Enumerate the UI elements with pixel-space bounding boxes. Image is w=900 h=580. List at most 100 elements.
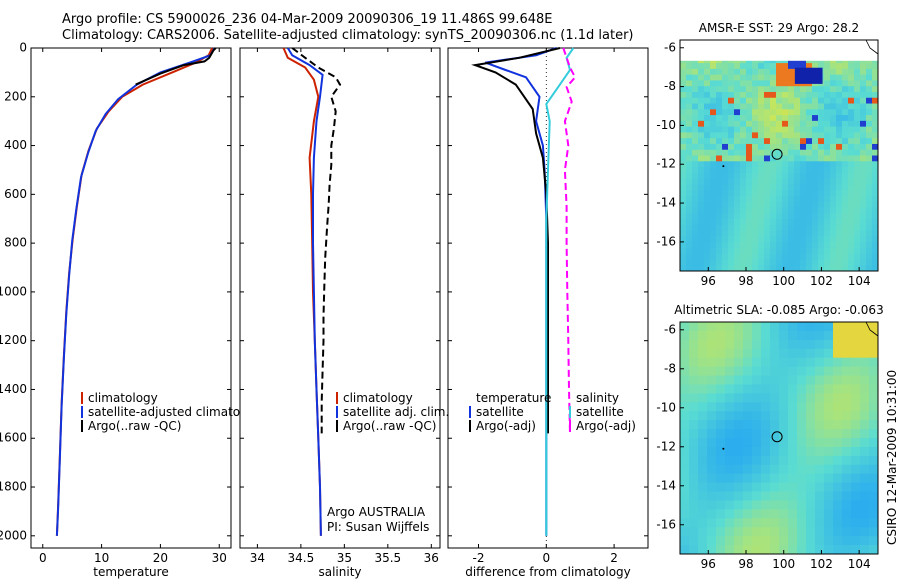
sst-map-cell	[830, 207, 837, 214]
sst-map-cell	[812, 103, 819, 110]
sst-map-cell	[830, 126, 837, 133]
sst-map-cell	[788, 230, 795, 237]
sst-map-cell	[728, 195, 735, 203]
sst-map-cell	[716, 161, 723, 168]
sst-map-cell	[776, 91, 783, 99]
sst-map-cell	[734, 161, 741, 168]
sst-map-cell	[728, 68, 735, 76]
sst-map-cell	[680, 63, 687, 70]
sst-map-cell	[830, 259, 837, 266]
sst-map-cell	[710, 132, 717, 139]
sst-map-cell	[764, 80, 771, 87]
sla-map-cell	[779, 500, 789, 510]
sst-map-x-tick-label: 100	[772, 274, 795, 288]
sst-map-cell	[812, 224, 819, 231]
sst-map-cell	[860, 242, 867, 249]
sla-map-cell	[797, 545, 807, 555]
sst-map-cell	[716, 184, 723, 191]
sst-map-cell	[752, 178, 759, 185]
sst-map-cell	[722, 63, 729, 70]
sst-map-cell	[830, 213, 837, 220]
sla-map-cell	[734, 545, 744, 555]
sst-map-cell	[824, 97, 831, 104]
sla-map-y-tick-label: -8	[664, 361, 676, 375]
sst-map-cell	[716, 242, 723, 249]
sla-map-cell	[851, 330, 861, 341]
sst-map-cell	[704, 201, 711, 208]
sst-map-cell	[740, 109, 747, 116]
sst-map-cell	[818, 259, 825, 266]
sst-map-cell	[836, 149, 843, 156]
sst-map-cell	[764, 236, 771, 243]
sla-map-cell	[734, 446, 744, 457]
sst-map-cell	[836, 236, 843, 243]
sla-map-cell	[806, 491, 816, 501]
sst-map-cell	[782, 190, 789, 197]
sla-map-cell	[806, 455, 816, 466]
sst-map-cell	[770, 126, 777, 133]
sst-map-cell	[758, 230, 765, 237]
sla-map-cell	[869, 527, 879, 537]
sla-map-cell	[761, 491, 771, 501]
sst-map-cell	[764, 109, 771, 116]
sla-map-cell	[743, 384, 753, 394]
sst-map-cell	[872, 247, 879, 255]
sla-map-cell	[824, 322, 834, 332]
sst-map-cell	[770, 149, 777, 156]
sla-map-cell	[734, 330, 744, 341]
sst-map-cell	[848, 120, 855, 128]
sst-map-cell	[866, 195, 873, 203]
sst-map-cell	[758, 213, 765, 220]
sst-map-cell	[788, 195, 795, 203]
sla-map-cell	[824, 393, 834, 403]
sst-map-cell	[746, 91, 753, 99]
sst-map-cell	[842, 120, 849, 128]
sst-map-cell	[734, 68, 741, 76]
sst-map-cell	[770, 207, 777, 214]
sst-map-cell	[800, 167, 807, 174]
sla-map-cell	[698, 384, 708, 394]
sst-map-cell	[740, 236, 747, 243]
sst-map-cell	[848, 224, 855, 231]
sla-map-cell	[797, 527, 807, 537]
sst-map-cell	[710, 161, 717, 168]
sla-map-frame	[679, 321, 879, 555]
sst-map-cell	[728, 149, 735, 156]
sst-map-cell	[734, 219, 741, 226]
sst-map-cell	[782, 207, 789, 214]
sla-map-cell	[788, 402, 798, 412]
sst-map-cell	[758, 86, 765, 93]
sst-map-cell	[848, 253, 855, 260]
sst-map-cell	[686, 74, 693, 81]
sla-map-cell	[761, 464, 771, 475]
sst-map-cell	[830, 68, 837, 76]
sst-map-cell	[866, 91, 873, 99]
sst-map-cell	[746, 161, 753, 168]
sst-map-cell	[824, 68, 831, 76]
sst-map-cell	[836, 207, 843, 214]
sst-map-cell	[680, 259, 687, 266]
sla-map-cell	[725, 536, 735, 546]
sst-map-cell	[782, 109, 789, 116]
sst-map-cell	[818, 242, 825, 249]
sst-map-cell	[686, 155, 693, 162]
sst-map-cell	[824, 103, 831, 110]
sst-map-cell	[686, 230, 693, 237]
sst-map-cell	[830, 97, 837, 104]
sst-map-cell	[692, 259, 699, 266]
sst-map-cell	[752, 259, 759, 266]
sst-map-cell	[770, 184, 777, 191]
sla-map-cell	[752, 500, 762, 510]
sst-map-cell	[728, 167, 735, 174]
sla-map-cell	[689, 411, 699, 421]
sst-map-cell	[836, 63, 843, 70]
sst-map-cell	[836, 247, 843, 255]
sst-map-cell	[812, 230, 819, 237]
sst-map-cell	[710, 224, 717, 231]
sst-map-cell	[704, 207, 711, 214]
sst-map-cell	[698, 132, 705, 139]
sst-map-cell	[806, 184, 813, 191]
sst-map-cell	[770, 103, 777, 110]
sst-map-cell	[740, 195, 747, 203]
sst-map-cell	[836, 265, 843, 272]
